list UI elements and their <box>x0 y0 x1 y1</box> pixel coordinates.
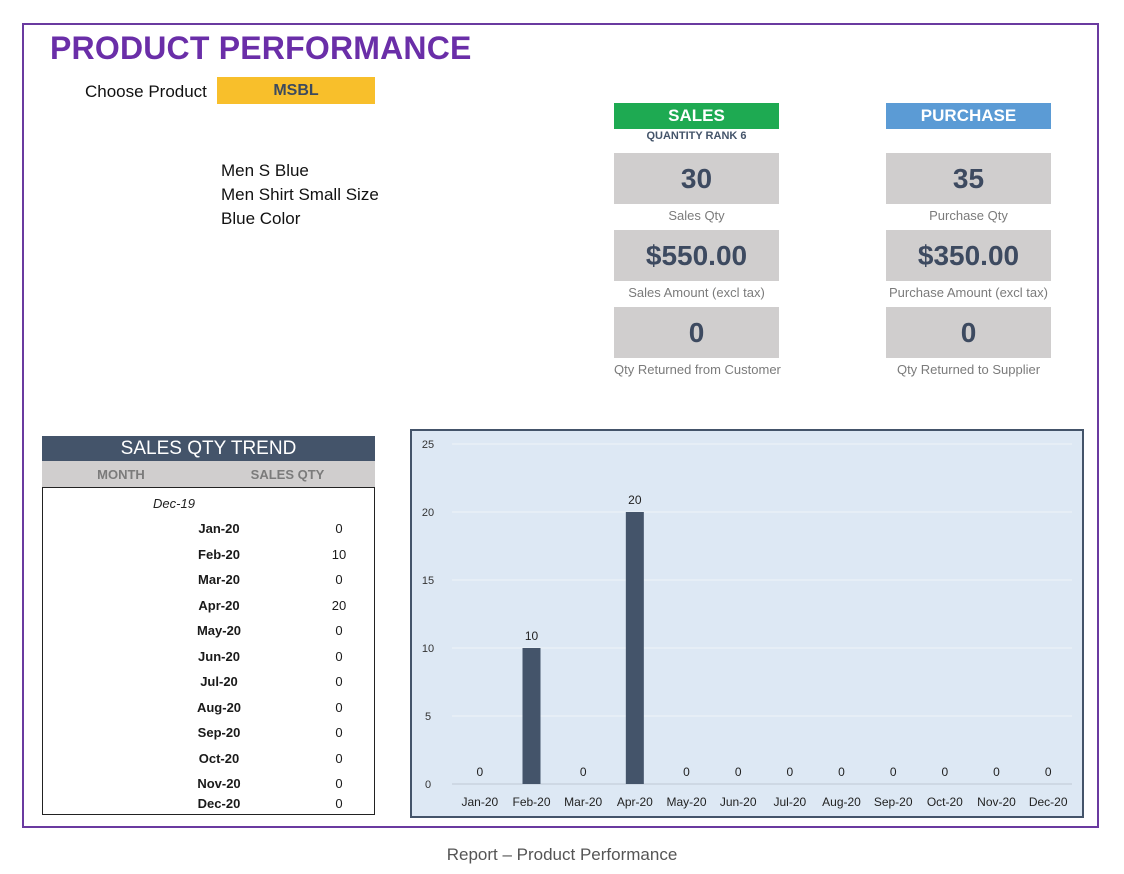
trend-row-month: Nov-20 <box>197 776 241 791</box>
data-label: 0 <box>993 765 1000 779</box>
report-frame <box>22 23 1099 828</box>
trend-row-month: Jan-20 <box>198 521 240 536</box>
trend-row-month: May-20 <box>196 623 242 638</box>
data-label: 0 <box>838 765 845 779</box>
data-label: 20 <box>628 493 642 507</box>
qty-returned-customer-label: Qty Returned from Customer <box>614 362 781 377</box>
data-label: 0 <box>1045 765 1052 779</box>
trend-row-month: Jun-20 <box>198 649 240 664</box>
quantity-rank: QUANTITY RANK 6 <box>646 130 747 142</box>
trend-row-qty: 10 <box>331 547 347 562</box>
data-label: 0 <box>683 765 690 779</box>
sales-header: SALES <box>614 103 779 129</box>
trend-row-month: Apr-20 <box>198 598 240 613</box>
purchase-header: PURCHASE <box>886 103 1051 129</box>
y-tick-label: 0 <box>425 779 431 791</box>
x-tick-label: Aug-20 <box>822 795 861 809</box>
description-line: Blue Color <box>221 209 301 228</box>
page-title: PRODUCT PERFORMANCE <box>50 30 472 66</box>
bar <box>522 648 541 784</box>
x-tick-label: Jun-20 <box>720 795 757 809</box>
bar <box>625 512 644 784</box>
trend-row-month: Oct-20 <box>198 751 240 766</box>
sales-qty-label: Sales Qty <box>668 208 725 223</box>
sales-qty-column-header: SALES QTY <box>250 466 325 482</box>
qty-returned-supplier-value: 0 <box>886 307 1051 358</box>
trend-row-qty: 20 <box>331 598 347 613</box>
x-tick-label: Feb-20 <box>512 795 550 809</box>
x-tick-label: Jan-20 <box>461 795 498 809</box>
purchase-qty-label: Purchase Qty <box>929 208 1008 223</box>
trend-row-month: Mar-20 <box>198 572 240 587</box>
sales-amount-value: $550.00 <box>614 230 779 281</box>
trend-row-month: Aug-20 <box>196 700 242 715</box>
trend-row-month: Feb-20 <box>198 547 240 562</box>
trend-row-qty: 0 <box>335 572 343 587</box>
trend-row-qty: 0 <box>335 700 343 715</box>
trend-row-qty: 0 <box>335 776 343 791</box>
y-tick-label: 25 <box>422 439 434 451</box>
purchase-spacer <box>886 129 1051 153</box>
trend-body: Dec-19 Jan-20 0 Feb-20 10 Mar-20 0 Apr-20 20 May… <box>42 487 375 815</box>
bar-chart-svg: 0 5 10 15 20 25 0 Jan-20 10 Feb-20 0 Mar-20 20 Apr-20… <box>422 439 1072 809</box>
y-tick-label: 5 <box>425 711 431 723</box>
qty-returned-customer-value: 0 <box>614 307 779 358</box>
y-tick-label: 10 <box>422 643 434 655</box>
x-tick-label: Jul-20 <box>773 795 806 809</box>
data-label: 0 <box>786 765 793 779</box>
trend-row-qty: 0 <box>335 674 343 689</box>
data-label: 0 <box>735 765 742 779</box>
x-tick-label: Apr-20 <box>617 795 653 809</box>
trend-row-qty: 0 <box>335 751 343 766</box>
trend-start-month: Dec-19 <box>153 496 195 511</box>
description-line: Men Shirt Small Size <box>221 185 379 204</box>
product-description: Men S Blue Men Shirt Small Size Blue Col… <box>221 159 379 231</box>
data-label: 0 <box>476 765 483 779</box>
report-caption: Report – Product Performance <box>446 845 678 864</box>
y-tick-label: 20 <box>422 507 434 519</box>
data-label: 0 <box>890 765 897 779</box>
data-label: 0 <box>580 765 587 779</box>
month-column-header: MONTH <box>97 466 145 482</box>
x-tick-label: Dec-20 <box>1029 795 1068 809</box>
purchase-amount-label: Purchase Amount (excl tax) <box>889 285 1048 300</box>
trend-row-month: Dec-20 <box>197 796 241 811</box>
x-tick-label: May-20 <box>666 795 706 809</box>
product-selector[interactable]: MSBL <box>217 77 375 104</box>
x-tick-label: Oct-20 <box>927 795 963 809</box>
trend-title: SALES QTY TREND <box>42 436 375 461</box>
purchase-panel: PURCHASE 35 Purchase Qty $350.00 Purchas… <box>886 103 1051 384</box>
purchase-qty-value: 35 <box>886 153 1051 204</box>
trend-row-qty: 0 <box>335 649 343 664</box>
trend-row-month: Jul-20 <box>200 674 238 689</box>
choose-product-label: Choose Product <box>85 82 207 101</box>
trend-row-qty: 0 <box>335 725 343 740</box>
sales-qty-chart: 0 5 10 15 20 25 0 Jan-20 10 Feb-20 0 Mar-20 20 Apr-20… <box>410 429 1084 818</box>
x-tick-label: Mar-20 <box>564 795 602 809</box>
sales-amount-label: Sales Amount (excl tax) <box>628 285 765 300</box>
sales-panel: SALES QUANTITY RANK 6 30 Sales Qty $550.… <box>614 103 781 384</box>
data-label: 10 <box>525 629 539 643</box>
y-tick-label: 15 <box>422 575 434 587</box>
sales-qty-value: 30 <box>614 153 779 204</box>
data-label: 0 <box>941 765 948 779</box>
x-tick-label: Sep-20 <box>874 795 913 809</box>
trend-row-qty: 0 <box>335 623 343 638</box>
trend-row-month: Sep-20 <box>197 725 241 740</box>
purchase-amount-value: $350.00 <box>886 230 1051 281</box>
trend-header-row: MONTH SALES QTY <box>42 461 375 487</box>
trend-row-qty: 0 <box>335 521 343 536</box>
x-tick-label: Nov-20 <box>977 795 1016 809</box>
sales-qty-trend-table: SALES QTY TREND MONTH SALES QTY Dec-19 J… <box>42 436 375 815</box>
description-line: Men S Blue <box>221 161 309 180</box>
trend-row-qty: 0 <box>335 796 343 811</box>
qty-returned-supplier-label: Qty Returned to Supplier <box>896 362 1041 377</box>
